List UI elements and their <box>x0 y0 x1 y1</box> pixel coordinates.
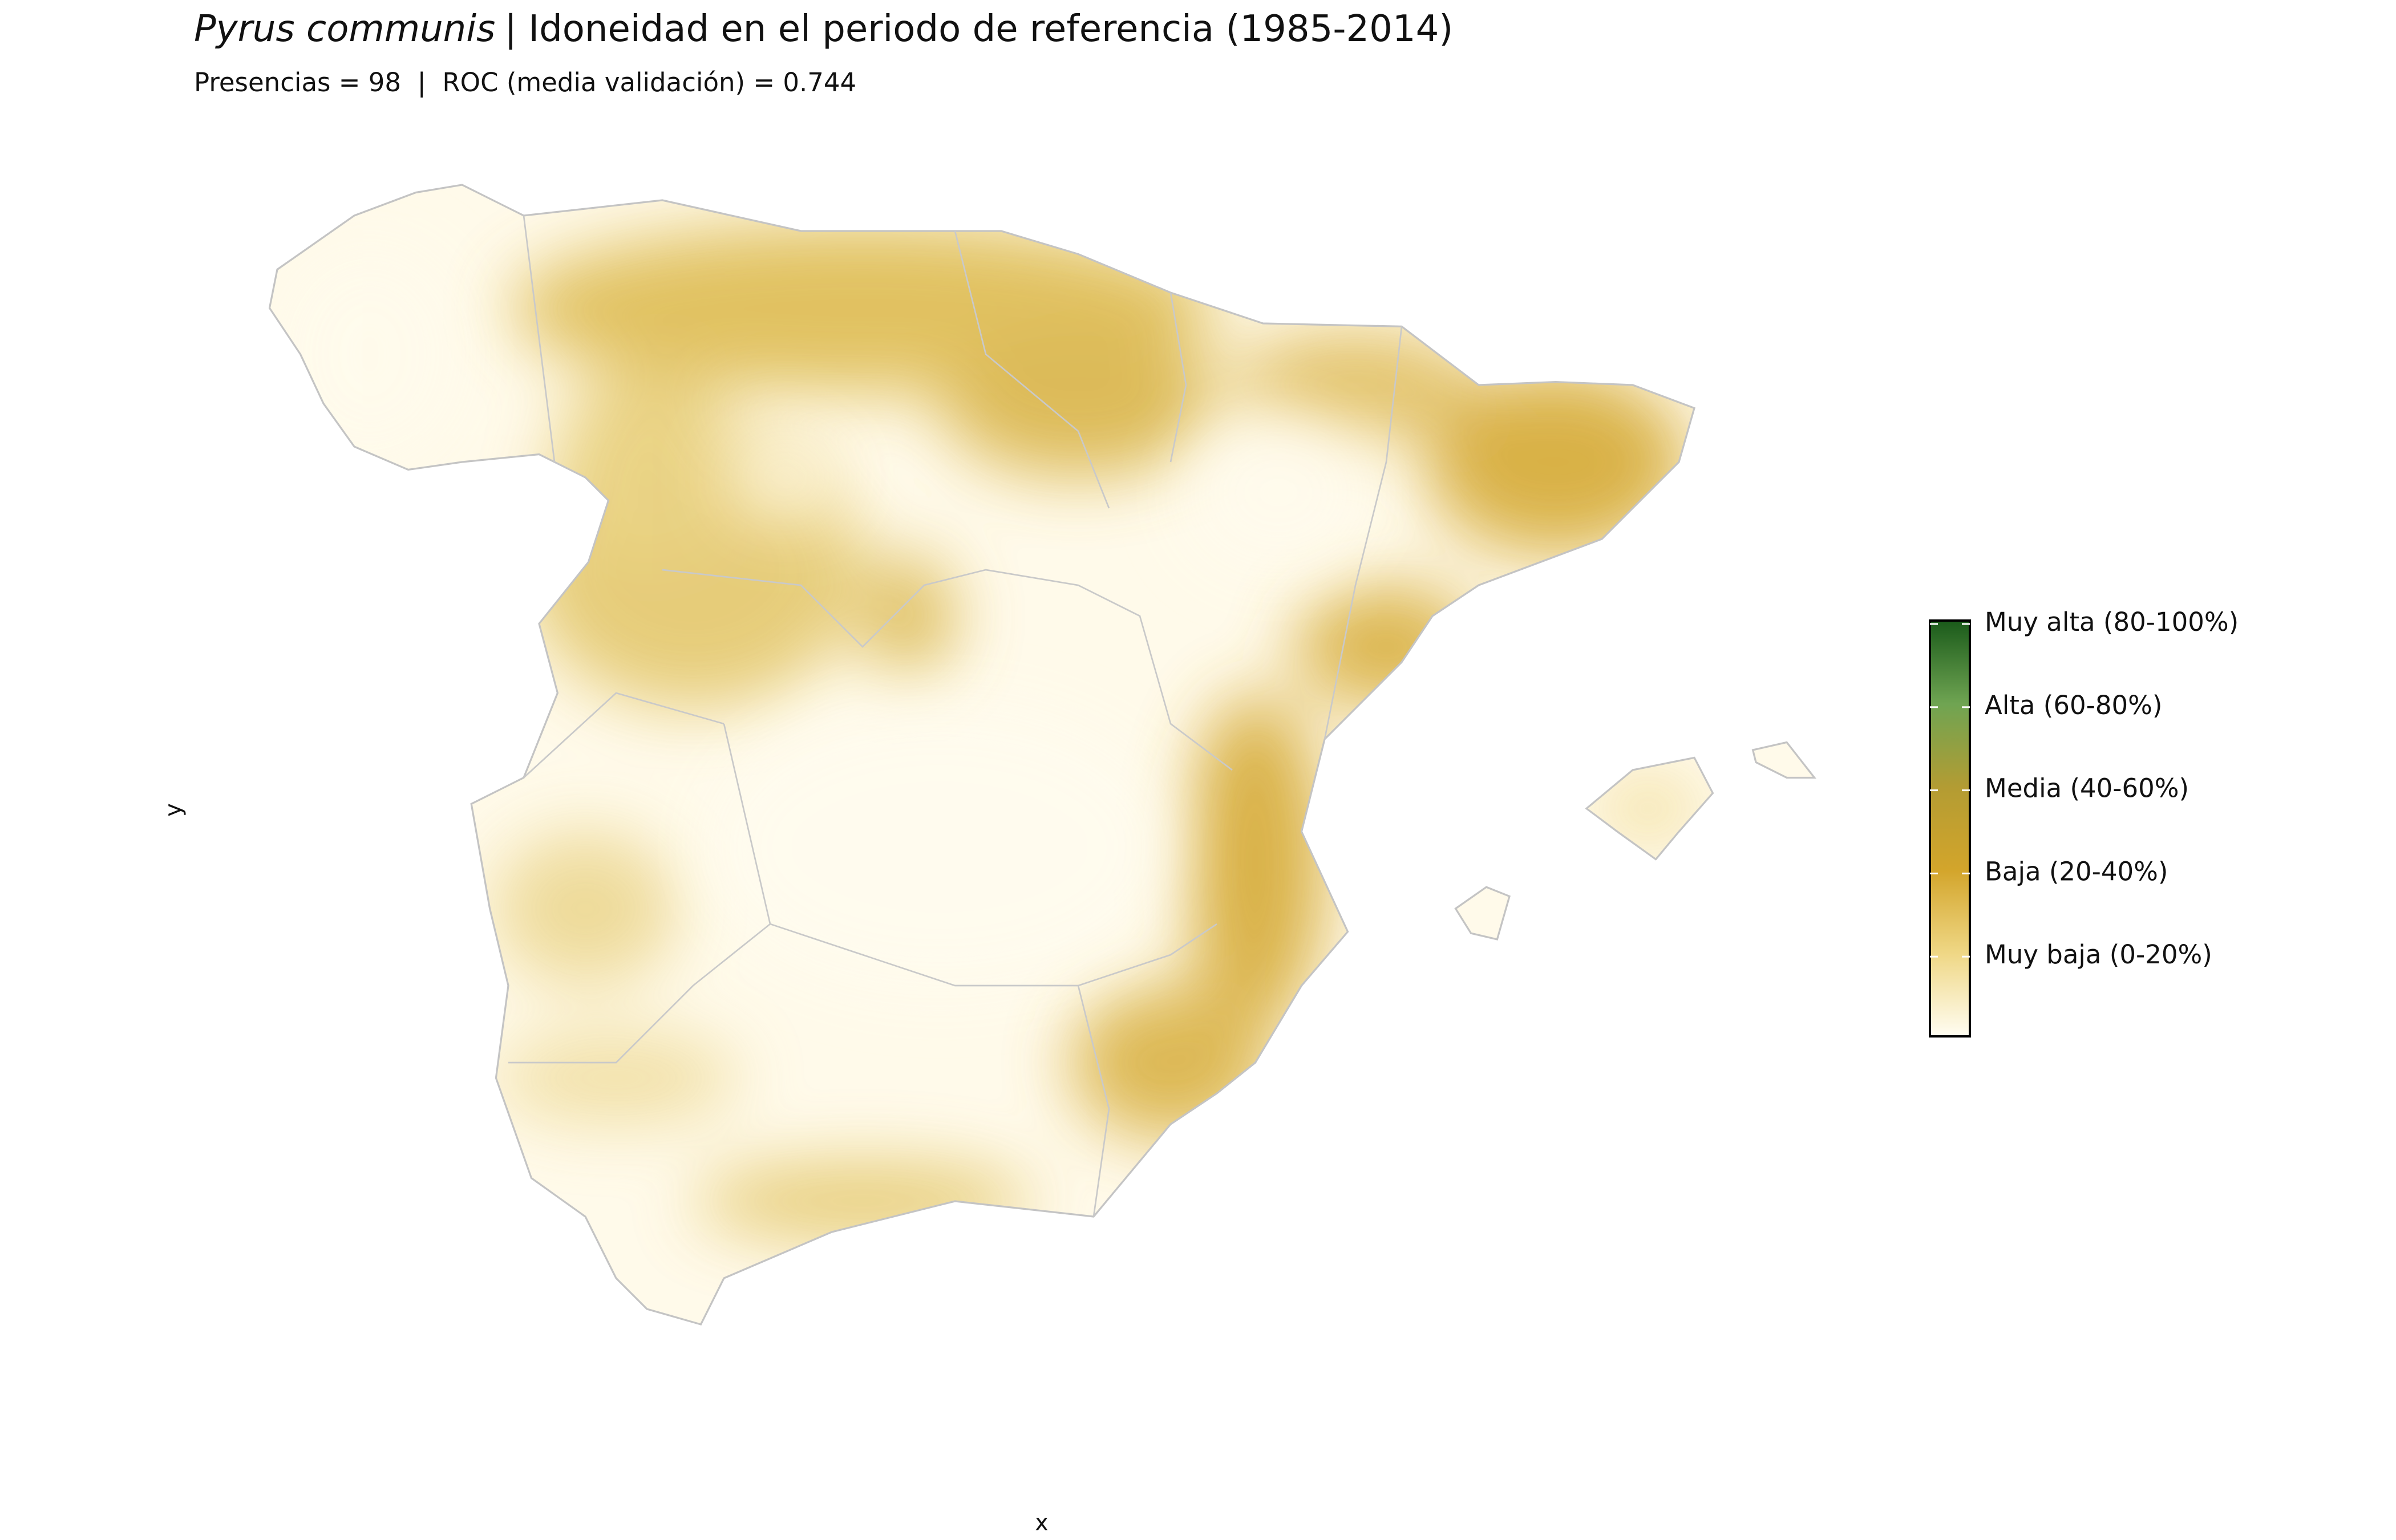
species-name: Pyrus communis <box>194 8 495 50</box>
y-axis-label: y <box>160 803 187 817</box>
legend-label: Alta (60-80%) <box>1985 690 2162 720</box>
x-axis-label: x <box>1035 1510 1049 1536</box>
legend-label: Muy alta (80-100%) <box>1985 607 2239 637</box>
map-subtitle: Presencias = 98 | ROC (media validación)… <box>194 67 856 98</box>
legend-label: Baja (20-40%) <box>1985 856 2168 886</box>
legend-label: Media (40-60%) <box>1985 773 2189 804</box>
legend-label: Muy baja (0-20%) <box>1985 939 2212 970</box>
title-text: | Idoneidad en el periodo de referencia … <box>504 8 1453 50</box>
legend: Muy alta (80-100%) Alta (60-80%) Media (40… <box>1929 607 2239 1038</box>
suitability-raster <box>269 185 1815 1325</box>
legend-colorbar <box>1929 619 1971 1038</box>
map-title: Pyrus communis | Idoneidad en el periodo … <box>194 8 1453 50</box>
map <box>268 184 1816 1326</box>
